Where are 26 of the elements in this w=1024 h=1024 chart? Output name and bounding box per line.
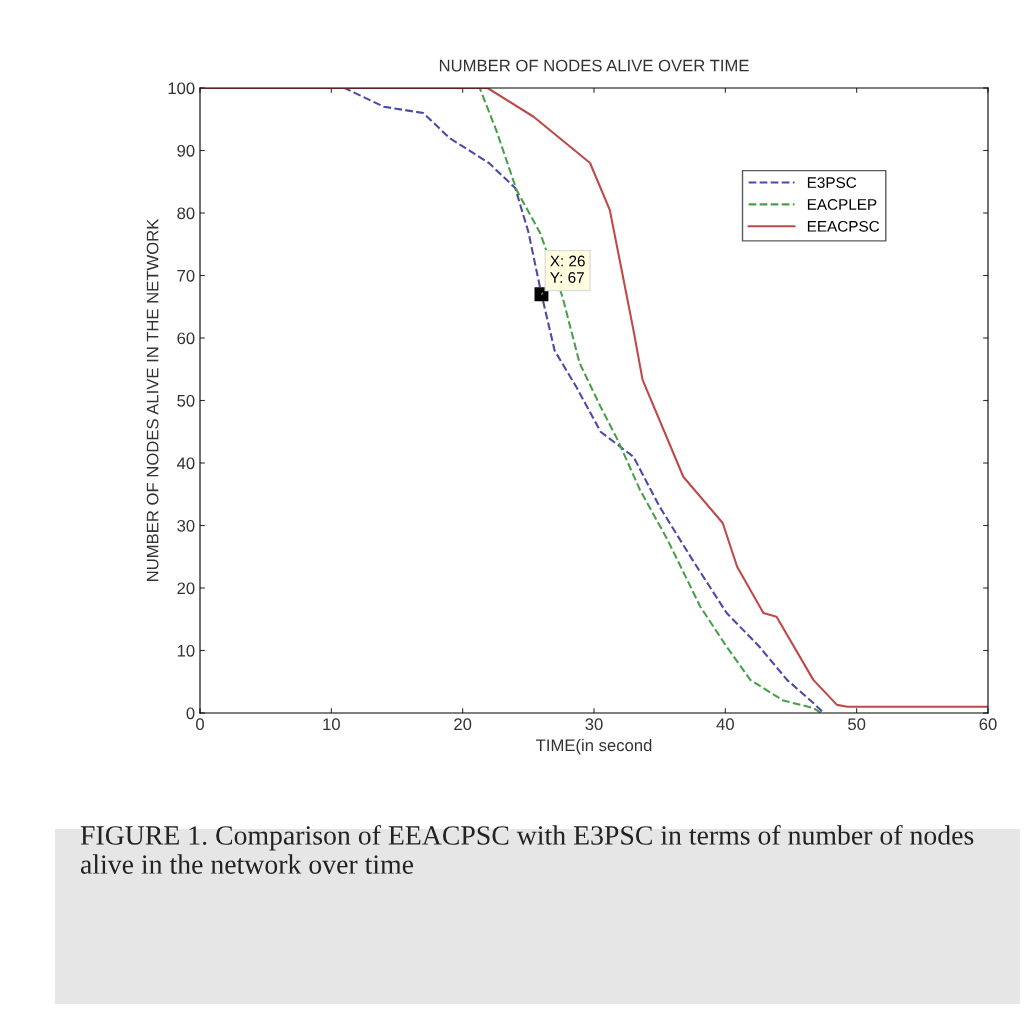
x-tick-label: 0 [196, 718, 204, 731]
y-tick-label: 20 [177, 582, 195, 595]
y-tick-label: 50 [177, 394, 195, 407]
x-tick-label: 50 [848, 718, 866, 731]
x-tick-label: 60 [979, 718, 997, 731]
y-tick-label: 70 [177, 269, 195, 282]
y-tick-label: 10 [177, 644, 195, 657]
chart-title: NUMBER OF NODES ALIVE OVER TIME [439, 59, 749, 72]
y-tick-label: 0 [186, 707, 195, 720]
y-tick-label: 30 [177, 519, 195, 532]
x-tick-label: 40 [716, 718, 734, 731]
x-tick-label: 20 [454, 718, 472, 731]
y-tick-label: 60 [177, 332, 195, 345]
x-tick-label: 30 [585, 718, 603, 731]
y-tick-label: 100 [168, 82, 195, 95]
x-axis-title: TIME(in second [536, 738, 652, 755]
x-tick-label: 10 [323, 718, 340, 731]
y-tick-label: 40 [176, 457, 195, 470]
y-tick-label: 90 [177, 144, 195, 157]
caption: FIGURE 1. Comparison of EEACPSC with E3PSC in terms of number of nodes alive in the network over time [80, 825, 974, 874]
legend-label: EEACPSC [807, 220, 880, 232]
y-axis-title: NUMBER OF NODES ALIVE IN THE NETWORK [146, 218, 159, 581]
annotation: X: 26 Y: 67 [550, 255, 585, 283]
legend-label: E3PSC [807, 177, 857, 188]
y-tick-label: 80 [177, 207, 195, 220]
legend-label: EACPLEP [807, 199, 877, 210]
